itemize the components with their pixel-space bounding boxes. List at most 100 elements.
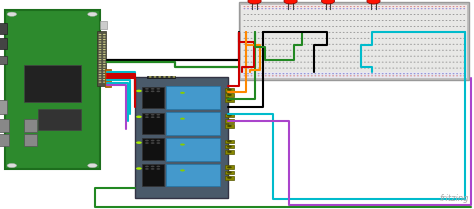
Circle shape [385,75,387,76]
Circle shape [360,38,362,39]
Circle shape [460,56,462,57]
Circle shape [103,71,106,73]
Circle shape [421,50,423,51]
Circle shape [353,38,355,39]
Circle shape [136,141,142,144]
Circle shape [403,38,405,39]
Circle shape [261,73,263,74]
Circle shape [99,51,101,53]
Circle shape [407,50,409,51]
Circle shape [307,56,309,57]
Circle shape [446,14,447,15]
Circle shape [99,49,101,50]
Circle shape [442,73,444,74]
Circle shape [307,20,309,21]
Circle shape [279,26,281,27]
Circle shape [103,56,106,58]
Circle shape [410,20,412,21]
Circle shape [424,73,426,74]
Circle shape [247,50,249,51]
Circle shape [283,32,284,33]
Circle shape [414,73,416,74]
Circle shape [304,38,306,39]
Circle shape [442,68,444,69]
Circle shape [258,14,260,15]
Circle shape [357,38,359,39]
Circle shape [261,20,263,21]
Circle shape [421,75,423,76]
Circle shape [343,56,345,57]
Circle shape [151,168,155,170]
Circle shape [275,6,277,7]
Circle shape [318,44,320,45]
Circle shape [403,50,405,51]
Circle shape [449,50,451,51]
Circle shape [360,56,362,57]
Circle shape [400,56,401,57]
Circle shape [325,50,327,51]
Circle shape [442,14,444,15]
Circle shape [314,73,316,74]
Circle shape [321,68,323,69]
Bar [166,164,220,186]
Circle shape [154,76,156,78]
Circle shape [417,8,419,9]
Circle shape [247,68,249,69]
Circle shape [403,8,405,9]
Circle shape [297,32,299,33]
Bar [24,119,37,132]
Circle shape [353,32,355,33]
Circle shape [364,14,366,15]
Circle shape [297,50,299,51]
Circle shape [460,38,462,39]
Circle shape [410,68,412,69]
Circle shape [297,56,299,57]
Circle shape [244,20,246,21]
Circle shape [275,14,277,15]
Circle shape [350,20,352,21]
Circle shape [300,75,302,76]
Circle shape [396,14,398,15]
Circle shape [318,14,320,15]
Circle shape [371,56,373,57]
Circle shape [396,56,398,57]
Circle shape [325,68,327,69]
Circle shape [136,90,142,92]
Circle shape [99,36,101,38]
Circle shape [272,73,274,74]
Circle shape [244,32,246,33]
Circle shape [343,26,345,27]
Circle shape [227,140,232,143]
Circle shape [360,75,362,76]
Circle shape [339,44,341,45]
Circle shape [251,8,253,9]
Circle shape [350,8,352,9]
Circle shape [435,50,437,51]
Circle shape [268,50,270,51]
Circle shape [339,50,341,51]
Circle shape [382,75,383,76]
Circle shape [417,14,419,15]
Circle shape [293,20,295,21]
Circle shape [424,6,426,7]
Circle shape [343,68,345,69]
Circle shape [392,26,394,27]
Circle shape [332,68,334,69]
Circle shape [364,75,366,76]
Circle shape [297,38,299,39]
Bar [225,176,234,180]
Circle shape [265,44,267,45]
Circle shape [428,38,429,39]
Circle shape [227,171,232,173]
Circle shape [364,56,366,57]
Circle shape [99,56,101,58]
Circle shape [283,68,284,69]
Circle shape [156,166,160,167]
Circle shape [258,75,260,76]
Circle shape [410,75,412,76]
Circle shape [272,32,274,33]
Circle shape [328,8,330,9]
Circle shape [360,44,362,45]
Circle shape [279,8,281,9]
Circle shape [389,73,391,74]
